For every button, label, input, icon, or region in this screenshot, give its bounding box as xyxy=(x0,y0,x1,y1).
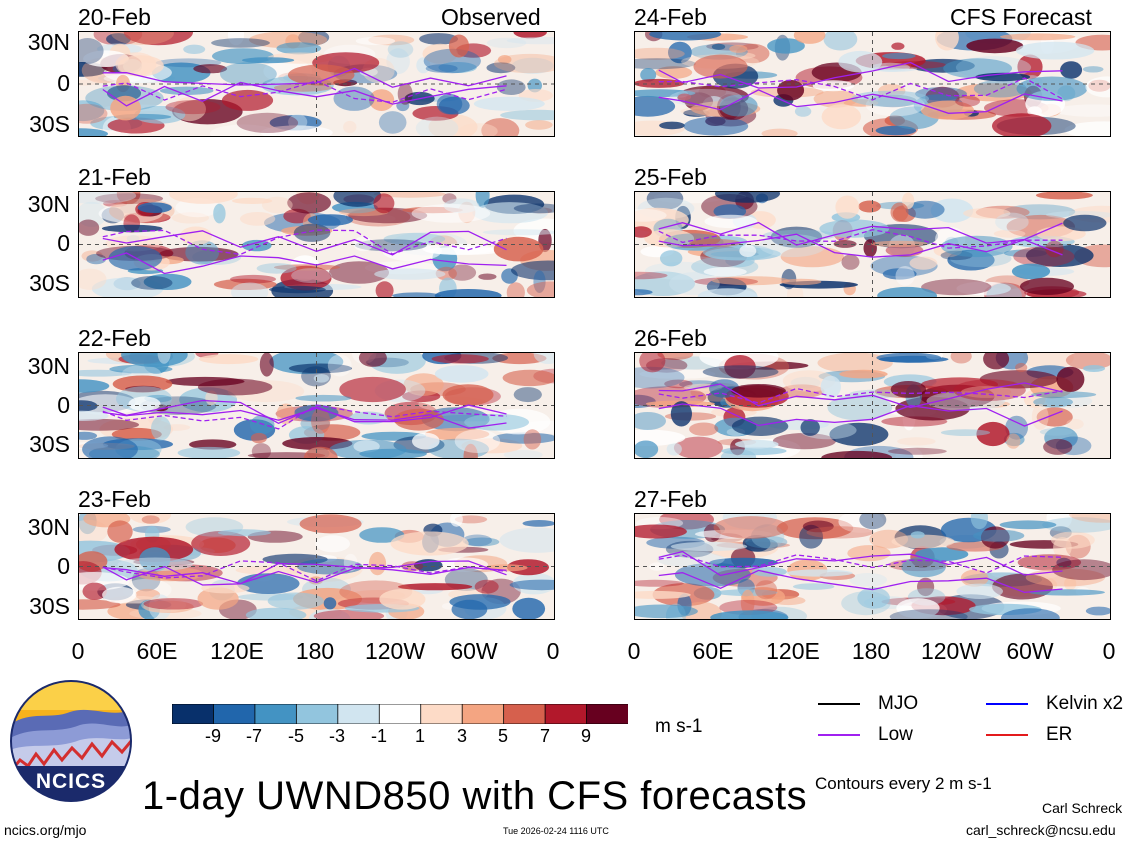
site-url: ncics.org/mjo xyxy=(4,822,87,838)
legend-label-er: ER xyxy=(1046,724,1073,745)
colorbar-swatch xyxy=(295,704,339,724)
lat-label: 30S xyxy=(29,270,70,296)
map-panel-forecast-3 xyxy=(634,352,1111,459)
map-panel-forecast-1 xyxy=(634,31,1111,137)
colorbar-tick-label: -7 xyxy=(245,726,262,746)
colorbar xyxy=(172,704,628,724)
legend-line-low xyxy=(818,734,860,736)
colorbar-tick-label: -1 xyxy=(370,726,387,746)
lon-label: 60W xyxy=(450,638,498,664)
lat-label: 30N xyxy=(27,353,70,379)
timestamp: Tue 2026-02-24 1116 UTC xyxy=(503,826,609,836)
colorbar-swatch xyxy=(213,704,256,724)
map-panel-observed-4 xyxy=(78,513,555,620)
colorbar-tick-label: 7 xyxy=(539,726,550,746)
colorbar-swatch xyxy=(172,704,215,724)
legend-label-mjo: MJO xyxy=(878,693,919,714)
panel-date: 23-Feb xyxy=(78,486,151,512)
colorbar-swatch xyxy=(544,704,588,724)
map-field xyxy=(79,353,554,458)
lat-label: 30S xyxy=(29,431,70,457)
lon-label: 60W xyxy=(1006,638,1054,664)
colorbar-tick-label: 3 xyxy=(456,726,467,746)
panel-date: 24-Feb xyxy=(634,4,707,30)
lat-label: 30N xyxy=(27,29,70,55)
map-field xyxy=(635,353,1110,458)
colorbar-tick-label: -3 xyxy=(328,726,345,746)
map-field xyxy=(635,514,1110,619)
forecast-header: CFS Forecast xyxy=(950,4,1092,30)
panel-date: 22-Feb xyxy=(78,325,151,351)
contour-note: Contours every 2 m s-1 xyxy=(815,774,992,793)
lon-label: 120E xyxy=(766,638,820,664)
colorbar-swatch xyxy=(420,704,464,724)
legend-line-mjo xyxy=(818,703,860,705)
logo-text: NCICS xyxy=(36,770,106,793)
colorbar-swatch xyxy=(586,704,628,724)
colorbar-tick-label: -5 xyxy=(287,726,304,746)
colorbar-swatch xyxy=(254,704,298,724)
legend-line-kelvin xyxy=(986,703,1028,705)
author-name: Carl Schreck xyxy=(1042,800,1123,816)
panel-date: 27-Feb xyxy=(634,486,707,512)
lat-label: 30N xyxy=(27,514,70,540)
lon-label: 60E xyxy=(692,638,734,664)
colorbar-swatch xyxy=(461,704,505,724)
lon-label: 0 xyxy=(627,638,641,664)
map-panel-forecast-4 xyxy=(634,513,1111,620)
lat-label: 30S xyxy=(29,111,70,137)
lat-label: 0 xyxy=(57,230,70,256)
panel-date: 26-Feb xyxy=(634,325,707,351)
colorbar-units: m s-1 xyxy=(655,716,703,737)
lat-label: 30S xyxy=(29,593,70,619)
legend-line-er xyxy=(986,734,1028,736)
lon-label: 60E xyxy=(136,638,178,664)
lon-label: 0 xyxy=(1102,638,1116,664)
lon-label: 120E xyxy=(210,638,264,664)
ncics-logo: NCICS xyxy=(10,680,132,802)
panel-date: 20-Feb xyxy=(78,4,151,30)
map-field xyxy=(635,32,1110,136)
lon-label: 0 xyxy=(546,638,560,664)
lat-label: 30N xyxy=(27,191,70,217)
lat-label: 0 xyxy=(57,392,70,418)
lon-label: 180 xyxy=(295,638,335,664)
map-field xyxy=(635,192,1110,297)
colorbar-tick-label: 1 xyxy=(414,726,425,746)
lat-label: 0 xyxy=(57,553,70,579)
colorbar-tick-label: -9 xyxy=(204,726,221,746)
lon-label: 120W xyxy=(920,638,982,664)
lon-label: 120W xyxy=(364,638,426,664)
panel-date: 25-Feb xyxy=(634,164,707,190)
panel-date: 21-Feb xyxy=(78,164,151,190)
author-email: carl_schreck@ncsu.edu xyxy=(966,822,1116,838)
map-panel-forecast-2 xyxy=(634,191,1111,298)
colorbar-swatch xyxy=(337,704,381,724)
lon-label: 180 xyxy=(851,638,891,664)
map-field xyxy=(79,514,554,619)
map-panel-observed-1 xyxy=(78,31,555,137)
observed-header: Observed xyxy=(441,4,541,30)
colorbar-swatch xyxy=(378,704,422,724)
map-field xyxy=(79,192,554,297)
lon-label: 0 xyxy=(71,638,85,664)
map-panel-observed-2 xyxy=(78,191,555,298)
colorbar-swatch xyxy=(503,704,546,724)
map-panel-observed-3 xyxy=(78,352,555,459)
legend-label-kelvin: Kelvin x2 xyxy=(1046,693,1124,714)
colorbar-tick-label: 5 xyxy=(497,726,508,746)
colorbar-tick-label: 9 xyxy=(580,726,591,746)
legend-label-low: Low xyxy=(878,724,913,745)
figure-title: 1-day UWND850 with CFS forecasts xyxy=(142,774,808,818)
map-field xyxy=(79,32,554,136)
lat-label: 0 xyxy=(57,70,70,96)
